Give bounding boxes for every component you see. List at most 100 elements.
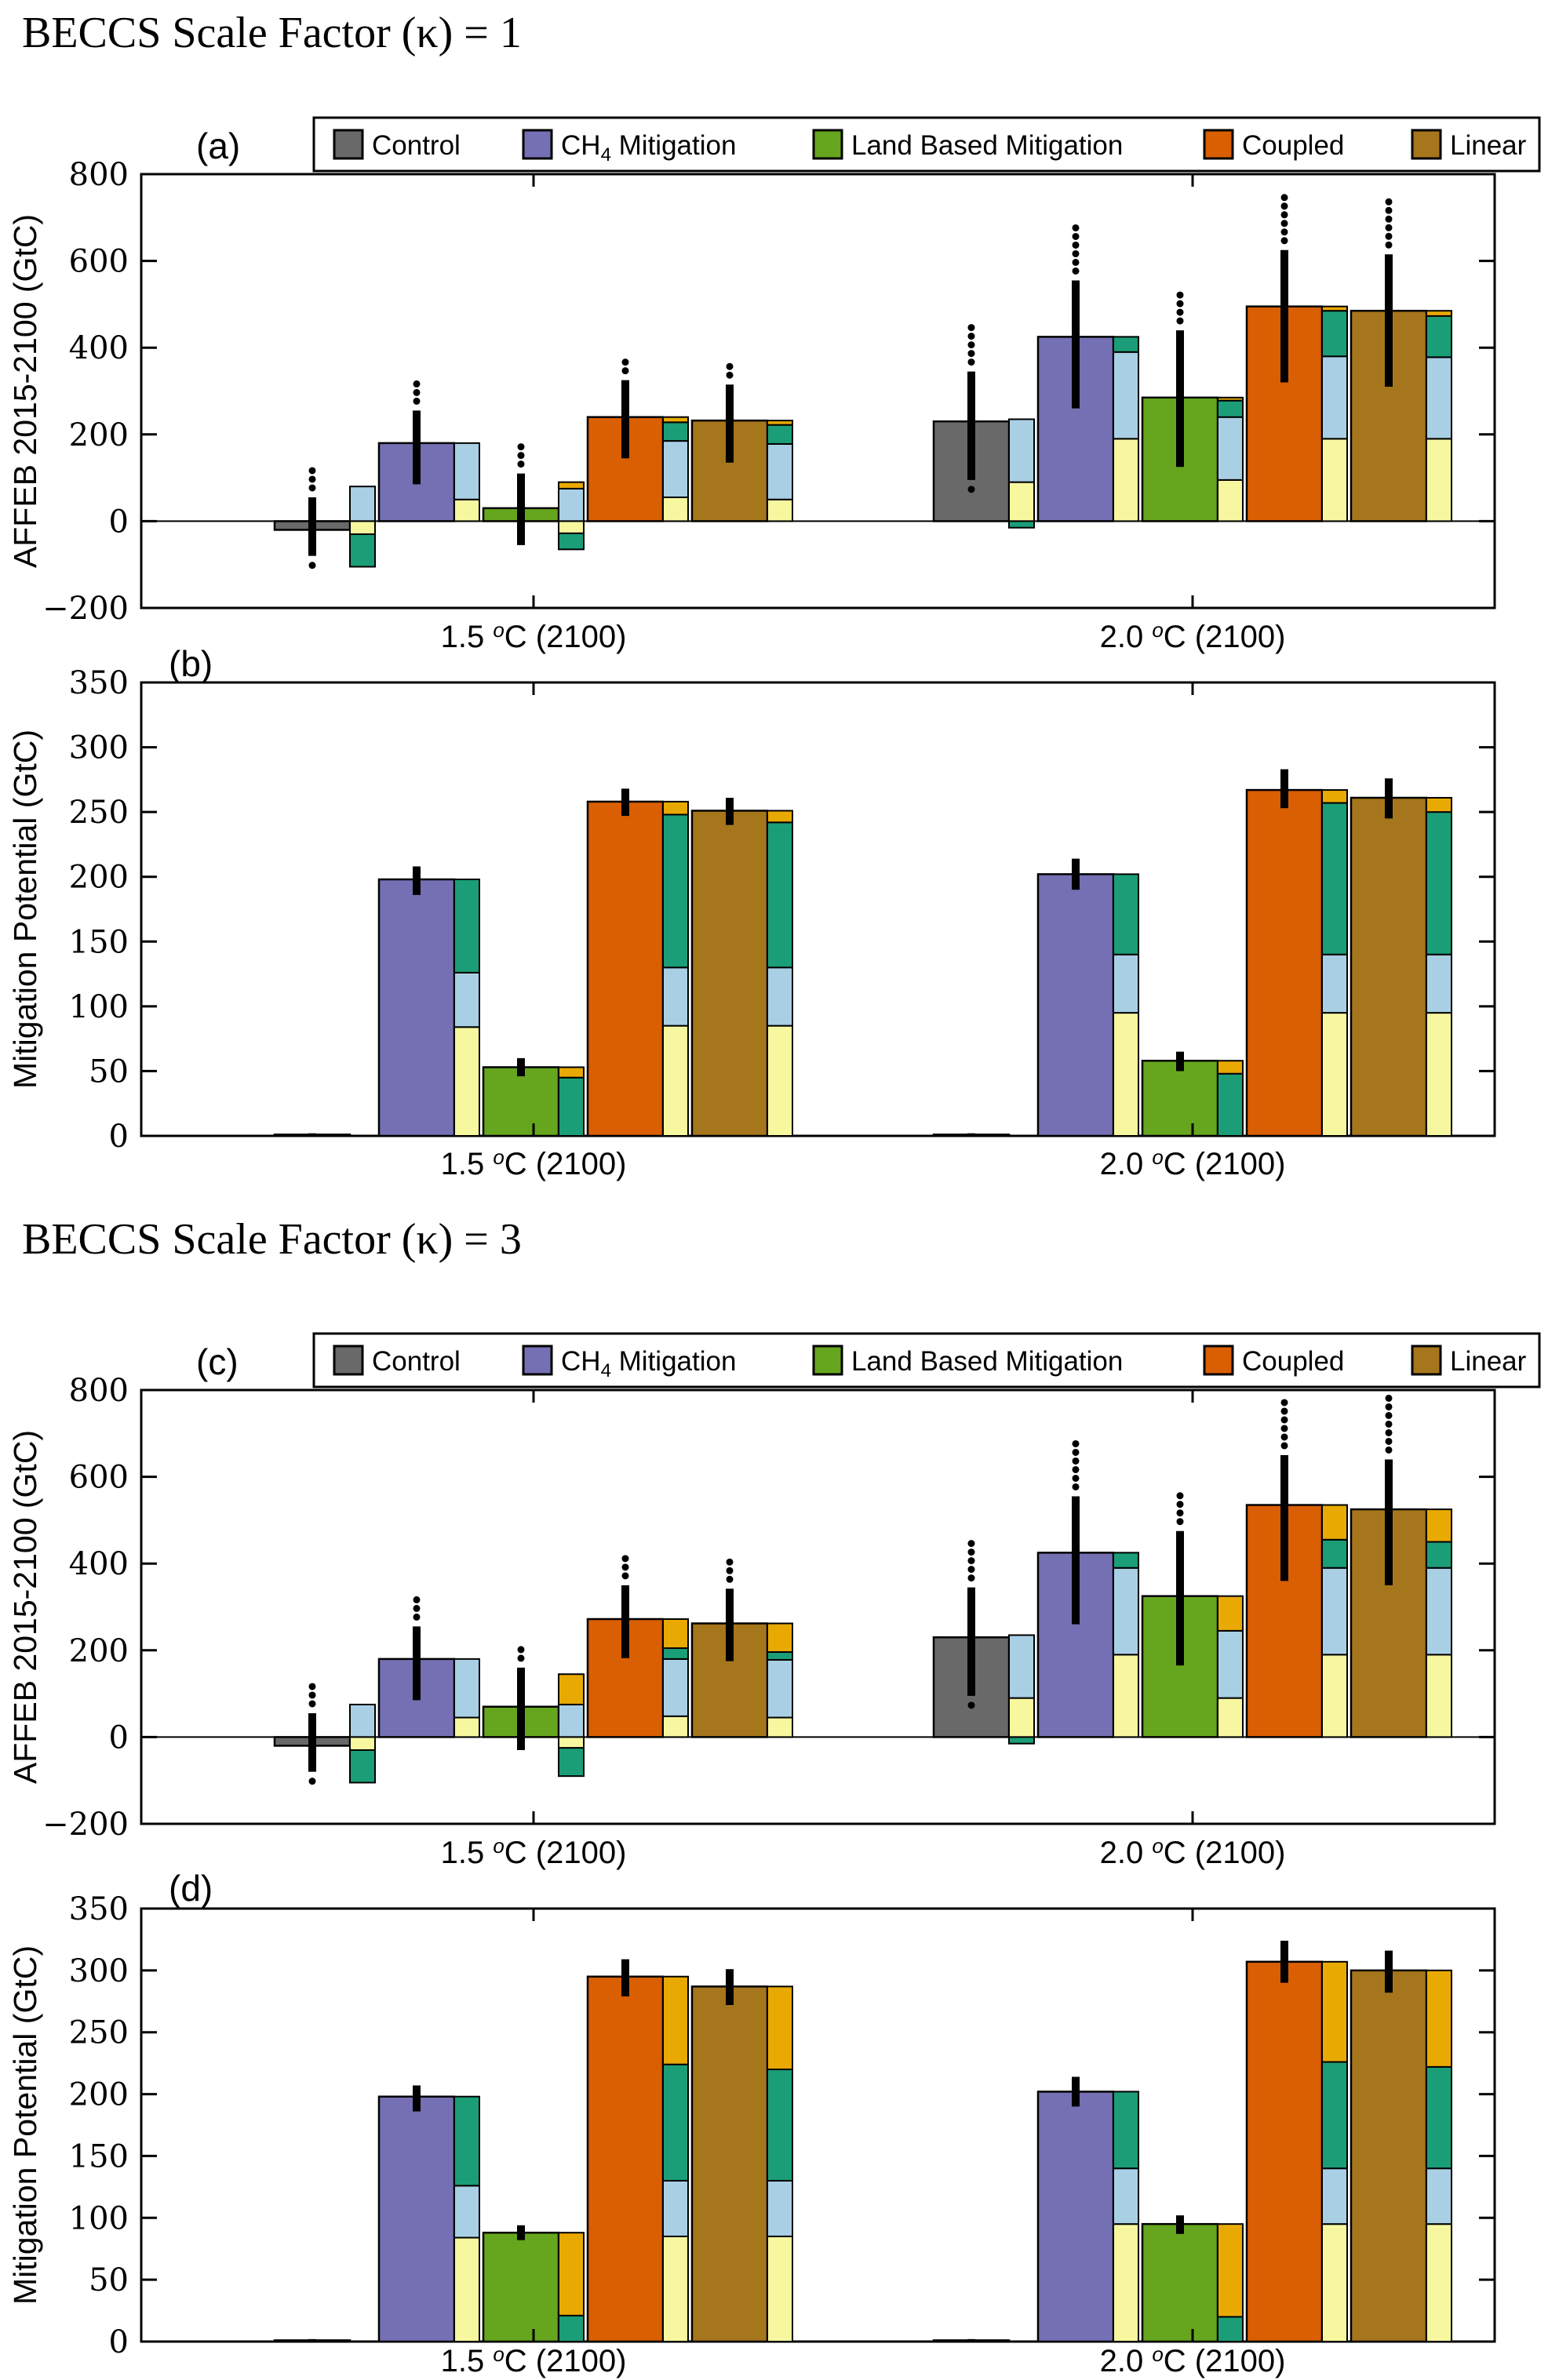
outlier-dot — [726, 1567, 734, 1574]
stack-c-0-control-lightblue — [349, 1703, 376, 1738]
stack-d-0-coupled-teal — [662, 2063, 689, 2182]
stack-c-0-ch4-yellow — [453, 1716, 480, 1738]
y-axis-label: AFFEB 2015-2100 (GtC) — [7, 214, 43, 568]
outlier-dot — [1385, 232, 1393, 240]
outlier-dot — [621, 367, 629, 375]
outlier-dot — [1176, 300, 1184, 308]
y-tick-label: 50 — [89, 1054, 129, 1090]
panel-letter: (d) — [169, 1871, 213, 1909]
outlier-dot — [1176, 1518, 1184, 1526]
stack-b-1-linear-lightblue — [1426, 953, 1452, 1014]
panel-a-chart: −200 0 200 400 600 800 1.5 oC (2100) 2.0 oC (21… — [7, 116, 1541, 654]
legend-swatch-control — [333, 1345, 364, 1376]
y-tick-label: −200 — [42, 591, 129, 627]
y-tick-label: 250 — [69, 2015, 129, 2051]
stack-c-1-linear-lightblue — [1426, 1567, 1452, 1656]
outlier-dot — [308, 484, 316, 492]
stack-a-1-ch4-yellow — [1113, 438, 1139, 522]
stack-b-0-ch4-yellow — [453, 1026, 480, 1137]
outlier-dot — [1072, 241, 1080, 249]
y-tick-label: 350 — [69, 665, 129, 701]
stack-c-1-linear-mustard — [1426, 1508, 1452, 1543]
stack-c-0-land-teal — [558, 1747, 585, 1778]
stack-c-1-land-lightblue — [1217, 1629, 1244, 1699]
stack-b-1-land-teal — [1217, 1072, 1244, 1137]
outlier-dot — [517, 460, 525, 468]
x-group-label: 2.0 oC (2100) — [1100, 618, 1286, 654]
legend-label-coupled: Coupled — [1242, 130, 1344, 161]
outlier-dot — [967, 486, 975, 493]
stack-a-1-land-lightblue — [1217, 416, 1244, 481]
outlier-dot — [413, 397, 421, 405]
outlier-dot — [967, 333, 975, 340]
outlier-dot — [1280, 1433, 1288, 1441]
outlier-dot — [1385, 224, 1393, 231]
y-axis-label: Mitigation Potential (GtC) — [7, 730, 43, 1089]
bar-b-0-linear — [690, 810, 769, 1137]
y-tick-label: 0 — [109, 1719, 129, 1756]
stack-b-0-coupled-teal — [662, 813, 689, 969]
stack-a-1-linear-teal — [1426, 315, 1452, 358]
stack-d-1-coupled-yellow — [1321, 2223, 1348, 2342]
stack-a-1-linear-yellow — [1426, 438, 1452, 522]
stack-a-0-linear-yellow — [767, 498, 793, 522]
outlier-dot — [1385, 1437, 1393, 1445]
legend-swatch-control — [333, 129, 364, 160]
legend-swatch-linear — [1411, 1345, 1442, 1376]
y-tick-label: 400 — [69, 330, 129, 366]
y-tick-label: 200 — [69, 2077, 129, 2113]
outlier-dot — [1176, 308, 1184, 316]
legend-swatch-coupled — [1203, 129, 1234, 160]
outlier-dot — [1072, 1448, 1080, 1456]
stack-d-1-linear-mustard — [1426, 1969, 1452, 2068]
bar-d-1-ch4 — [1036, 2091, 1115, 2343]
y-tick-label: 800 — [69, 157, 129, 193]
outlier-dot — [517, 1646, 525, 1654]
stack-a-1-control-teal — [1008, 520, 1035, 529]
stack-a-0-land-lightblue — [558, 487, 585, 522]
stack-d-1-ch4-yellow — [1113, 2223, 1139, 2342]
stack-c-0-ch4-lightblue — [453, 1658, 480, 1719]
bar-d-1-land — [1141, 2222, 1219, 2343]
y-tick-label: 150 — [69, 2138, 129, 2174]
outlier-dot — [1280, 194, 1288, 202]
stack-b-0-coupled-lightblue — [662, 966, 689, 1027]
outlier-dot — [308, 1683, 316, 1690]
outlier-dot — [308, 1691, 316, 1699]
stack-a-0-linear-lightblue — [767, 442, 793, 500]
stack-d-0-ch4-yellow — [453, 2236, 480, 2342]
y-tick-label: 300 — [69, 1953, 129, 1989]
outlier-dot — [1280, 1425, 1288, 1432]
stack-a-0-control-lightblue — [349, 486, 376, 522]
stack-a-0-ch4-yellow — [453, 498, 480, 522]
outlier-dot — [1072, 1439, 1080, 1447]
stack-a-0-control-teal — [349, 533, 376, 568]
stack-b-1-linear-yellow — [1426, 1012, 1452, 1137]
stack-a-1-coupled-yellow — [1321, 438, 1348, 522]
outlier-dot — [1072, 1457, 1080, 1465]
outlier-dot — [1280, 228, 1288, 236]
stack-b-0-land-mustard — [558, 1066, 585, 1079]
outlier-dot — [1280, 1407, 1288, 1415]
stack-c-1-control-yellow — [1008, 1697, 1035, 1738]
legend-swatch-ch4 — [522, 1345, 553, 1376]
bar-b-1-land — [1141, 1059, 1219, 1137]
stack-d-1-ch4-lightblue — [1113, 2167, 1139, 2225]
outlier-dot — [621, 1572, 629, 1580]
bar-b-1-ch4 — [1036, 873, 1115, 1137]
stack-a-1-linear-mustard — [1426, 310, 1452, 317]
outlier-dot — [621, 1563, 629, 1571]
stack-c-0-coupled-teal — [662, 1647, 689, 1660]
stack-a-0-linear-mustard — [767, 420, 793, 426]
outlier-dot — [726, 371, 734, 379]
y-tick-label: 200 — [69, 1633, 129, 1669]
stack-b-0-ch4-teal — [453, 879, 480, 973]
y-tick-label: 50 — [89, 2262, 129, 2298]
outlier-dot — [308, 475, 316, 483]
y-tick-label: 0 — [109, 2324, 129, 2360]
legend-swatch-land — [812, 129, 843, 160]
y-tick-label: −200 — [42, 1807, 129, 1843]
outlier-dot — [1385, 1394, 1393, 1402]
outlier-dot — [1385, 1411, 1393, 1419]
